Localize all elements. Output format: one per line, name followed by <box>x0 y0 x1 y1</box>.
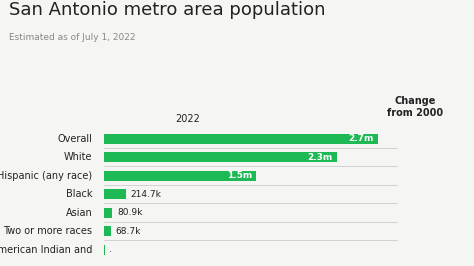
Text: 214.7k: 214.7k <box>130 190 161 199</box>
Text: .: . <box>109 245 112 254</box>
Bar <box>104 134 378 144</box>
Bar <box>104 189 126 199</box>
Text: White: White <box>64 152 92 162</box>
Text: Two or more races: Two or more races <box>3 226 92 236</box>
Text: 68.7k: 68.7k <box>116 227 141 236</box>
Text: 1.5m: 1.5m <box>227 171 252 180</box>
Bar <box>104 226 111 236</box>
Text: 2022: 2022 <box>175 114 200 124</box>
Bar <box>104 207 112 218</box>
Bar <box>104 244 105 255</box>
Text: Overall: Overall <box>58 134 92 144</box>
Text: Estimated as of July 1, 2022: Estimated as of July 1, 2022 <box>9 33 136 42</box>
Text: 80.9k: 80.9k <box>117 208 142 217</box>
Text: Change
from 2000: Change from 2000 <box>387 96 443 118</box>
Text: Black: Black <box>66 189 92 199</box>
Text: 2.3m: 2.3m <box>308 153 333 162</box>
Text: Hispanic (any race): Hispanic (any race) <box>0 171 92 181</box>
Text: 2.7m: 2.7m <box>348 134 374 143</box>
Text: San Antonio metro area population: San Antonio metro area population <box>9 1 326 19</box>
Text: Asian: Asian <box>66 208 92 218</box>
Bar <box>104 171 256 181</box>
Text: American Indian and: American Indian and <box>0 245 92 255</box>
Bar <box>104 152 337 162</box>
